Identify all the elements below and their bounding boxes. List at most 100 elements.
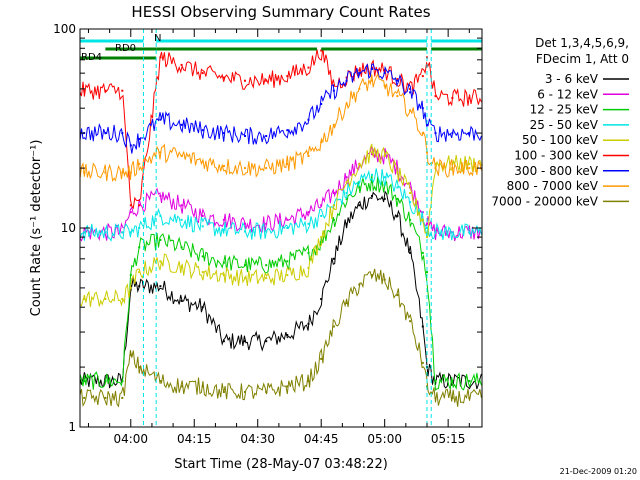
data-point <box>121 171 124 174</box>
data-point <box>201 72 204 75</box>
data-point <box>222 261 225 264</box>
data-point <box>129 286 132 289</box>
data-point <box>244 167 246 170</box>
series-trace <box>80 190 482 390</box>
data-point <box>244 340 246 343</box>
x-tick-label: 04:45 <box>304 432 339 446</box>
data-point <box>201 214 204 217</box>
data-point <box>244 264 246 267</box>
data-point <box>222 391 225 393</box>
data-point <box>320 241 323 243</box>
data-point <box>468 132 471 135</box>
data-point <box>345 181 348 184</box>
data-point <box>332 204 335 207</box>
data-point <box>222 165 225 167</box>
data-point <box>129 144 132 147</box>
data-point <box>180 123 183 126</box>
data-point <box>104 396 107 399</box>
data-point <box>201 306 204 309</box>
data-point <box>222 274 225 277</box>
data-point <box>409 251 412 254</box>
data-point <box>83 380 86 383</box>
y-axis-label: Count Rate (s⁻¹ detector⁻¹) <box>29 140 44 317</box>
data-point <box>371 181 373 184</box>
data-point <box>138 246 141 249</box>
series-trace <box>80 145 482 242</box>
data-point <box>345 197 348 200</box>
data-point <box>371 173 373 176</box>
data-point <box>468 231 471 234</box>
data-point <box>421 218 424 221</box>
series-25-50-kev <box>80 168 482 242</box>
data-point <box>265 340 268 343</box>
x-axis-label: Start Time (28-May-07 03:48:22) <box>174 457 388 472</box>
flag-label-n: N <box>154 33 161 44</box>
data-point <box>286 334 289 336</box>
data-point <box>265 222 268 225</box>
legend-label: 50 - 100 keV <box>522 133 599 147</box>
data-point <box>286 129 289 132</box>
data-point <box>244 222 246 225</box>
data-point <box>396 294 399 297</box>
data-point <box>201 129 204 132</box>
data-point <box>180 299 183 302</box>
x-tick-label: 05:00 <box>367 432 402 446</box>
data-point <box>180 204 183 207</box>
data-point <box>320 214 323 217</box>
data-point <box>451 380 454 383</box>
data-point <box>409 192 412 194</box>
data-point <box>468 380 471 383</box>
y-tick-label: 100 <box>53 22 76 36</box>
data-point <box>332 123 335 126</box>
data-point <box>129 171 132 174</box>
data-point <box>104 231 107 234</box>
data-point <box>421 251 424 254</box>
flag-label-rd0: RD0 <box>115 43 136 54</box>
data-point <box>244 277 246 280</box>
data-point <box>159 214 162 217</box>
data-point <box>468 162 471 165</box>
data-point <box>121 132 124 135</box>
data-point <box>121 231 124 234</box>
series-trace <box>80 168 482 242</box>
data-point <box>201 160 204 163</box>
data-point <box>104 380 107 383</box>
data-point <box>244 230 246 233</box>
data-point <box>371 194 373 197</box>
data-point <box>222 132 225 135</box>
data-point <box>371 151 373 154</box>
data-point <box>332 89 335 92</box>
series-800-7000-kev <box>80 72 482 183</box>
data-point <box>383 278 386 281</box>
data-point <box>307 155 310 157</box>
data-point <box>307 211 310 214</box>
data-point <box>345 222 348 225</box>
data-point <box>426 123 428 126</box>
data-point <box>83 171 86 174</box>
data-point <box>434 380 437 383</box>
data-point <box>265 230 268 233</box>
legend-label: 300 - 800 keV <box>514 164 598 178</box>
flag-label-rd4: RD4 <box>81 52 102 63</box>
data-point <box>180 155 183 157</box>
data-point <box>409 218 412 221</box>
data-point <box>129 204 132 207</box>
data-point <box>371 67 373 70</box>
data-point <box>129 274 132 277</box>
data-point <box>159 56 162 59</box>
data-point <box>468 167 471 170</box>
legend-header-line-1: Det 1,3,4,5,6,9, <box>535 36 629 50</box>
legend-label: 3 - 6 keV <box>545 72 599 86</box>
data-point <box>434 167 437 170</box>
data-point <box>121 89 124 92</box>
data-point <box>286 274 289 277</box>
data-point <box>265 135 268 137</box>
data-point <box>332 192 335 194</box>
data-point <box>383 84 386 87</box>
x-tick-label: 04:00 <box>113 432 148 446</box>
data-point <box>286 162 289 165</box>
data-point <box>307 251 310 254</box>
series-12-25-kev <box>80 174 482 391</box>
data-point <box>265 264 268 267</box>
